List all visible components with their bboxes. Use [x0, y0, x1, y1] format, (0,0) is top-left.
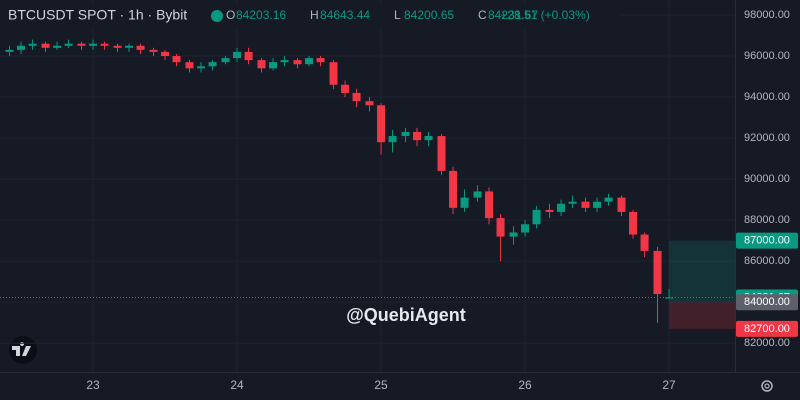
x-tick-label: 24 [230, 378, 244, 392]
status-dot [211, 10, 223, 22]
candle-body [161, 51, 170, 57]
y-tick-label: 88000.00 [744, 214, 790, 226]
candle-body [53, 45, 62, 48]
ohlc-value: 84643.44 [320, 8, 370, 22]
ohlc-label: C [478, 8, 487, 22]
watermark: @QuebiAgent [346, 305, 466, 325]
x-tick-label: 26 [518, 378, 532, 392]
candle-body [293, 60, 302, 65]
y-tick-label: 86000.00 [744, 255, 790, 267]
gear[interactable] [761, 380, 773, 392]
header-bg [0, 4, 620, 28]
candle-body [329, 62, 338, 85]
y-tick-label: 92000.00 [744, 132, 790, 144]
candle-body [100, 43, 109, 46]
candle-body [653, 250, 662, 295]
candle-body [221, 58, 230, 63]
x-tick-label: 25 [374, 378, 388, 392]
ohlc-label: H [310, 8, 319, 22]
ohlc-value: 84231.67 [488, 8, 538, 22]
target-zone [669, 240, 735, 303]
ohlc-label: L [394, 8, 401, 22]
candle-body [521, 224, 530, 233]
symbol-title: BTCUSDT SPOT · 1h · Bybit [8, 7, 187, 23]
candle-body [509, 232, 518, 237]
candle-body [365, 101, 374, 106]
candle-body [629, 211, 638, 235]
stop-tag-bg [736, 320, 798, 337]
entry-tag: 84000.00 [744, 296, 790, 308]
candle-body [341, 84, 350, 93]
candle-body [532, 209, 541, 225]
candle-body [197, 66, 206, 69]
candle-body [604, 197, 613, 202]
candle-body [496, 218, 505, 237]
candle-body [208, 62, 217, 67]
candle-body [388, 136, 397, 143]
stop-tag: 82700.00 [744, 323, 790, 335]
tv-logo [9, 336, 37, 364]
candle-body [352, 92, 361, 102]
candle-body [77, 43, 86, 46]
candle-body [269, 62, 278, 69]
change-value: +28.51 (+0.03%) [500, 8, 589, 22]
candle-body [17, 45, 26, 50]
candle-body [233, 51, 242, 59]
candle-body [437, 136, 446, 171]
logo-mark [12, 342, 31, 356]
target-tag-bg [736, 232, 798, 249]
candle-body [125, 45, 134, 48]
stop-zone [669, 302, 735, 329]
candle-body [28, 43, 37, 46]
candle-body [41, 43, 50, 48]
candle-body [449, 170, 458, 208]
target-tag: 87000.00 [744, 235, 790, 247]
candle-body [640, 234, 649, 251]
x-tick-label: 23 [86, 378, 100, 392]
candle-body [136, 45, 145, 50]
y-tick-label: 82000.00 [744, 337, 790, 349]
entry-tag-bg [736, 294, 798, 311]
candle-body [113, 45, 122, 48]
ohlc-value: 84203.16 [236, 8, 286, 22]
gear-hub[interactable] [764, 383, 770, 389]
candle-body [89, 43, 98, 46]
legend-header: BTCUSDT SPOT · 1h · Bybit O 84203.16 H 84643… [0, 4, 620, 28]
candle-body [149, 49, 158, 52]
ohlc-value: 84200.65 [404, 8, 454, 22]
candle-body [401, 131, 410, 137]
y-tick-label: 90000.00 [744, 173, 790, 185]
candle-body [473, 191, 482, 198]
candle-body [64, 43, 73, 46]
candle-body [316, 58, 325, 63]
candle-body [185, 62, 194, 69]
candle-body [581, 201, 590, 208]
candle-body [545, 209, 554, 212]
candle-body [413, 131, 422, 141]
candle-body [593, 201, 602, 208]
candle-body [305, 58, 314, 65]
y-tick-label: 94000.00 [744, 91, 790, 103]
x-tick-label: 27 [662, 378, 676, 392]
settings-icon[interactable] [761, 380, 773, 392]
candle-body [280, 60, 289, 63]
candle-body [460, 197, 469, 208]
candle-body [617, 197, 626, 212]
candle-body [557, 203, 566, 212]
y-tick-label: 96000.00 [744, 50, 790, 62]
candle-body [377, 105, 386, 143]
y-tick-label: 98000.00 [744, 9, 790, 21]
candle-body [5, 49, 14, 52]
candle-body [244, 51, 253, 61]
candle-body [257, 60, 266, 69]
candle-body [172, 56, 181, 63]
ohlc-label: O [226, 8, 235, 22]
candle-body [485, 191, 494, 219]
candle-body [568, 201, 577, 204]
candle-body [424, 136, 433, 141]
